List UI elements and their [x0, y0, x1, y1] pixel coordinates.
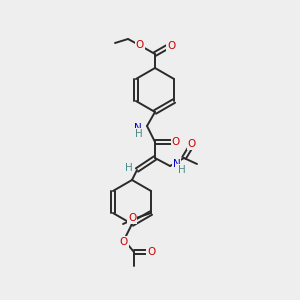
Text: O: O [167, 41, 175, 51]
Text: O: O [128, 213, 136, 223]
Text: O: O [120, 237, 128, 247]
Text: O: O [128, 213, 136, 223]
Text: O: O [136, 40, 144, 50]
Text: H: H [178, 165, 186, 175]
Text: O: O [147, 247, 155, 257]
Text: H: H [125, 163, 133, 173]
Text: H: H [135, 129, 143, 139]
Text: N: N [173, 159, 181, 169]
Text: O: O [172, 137, 180, 147]
Text: O: O [188, 139, 196, 149]
Text: N: N [134, 123, 142, 133]
